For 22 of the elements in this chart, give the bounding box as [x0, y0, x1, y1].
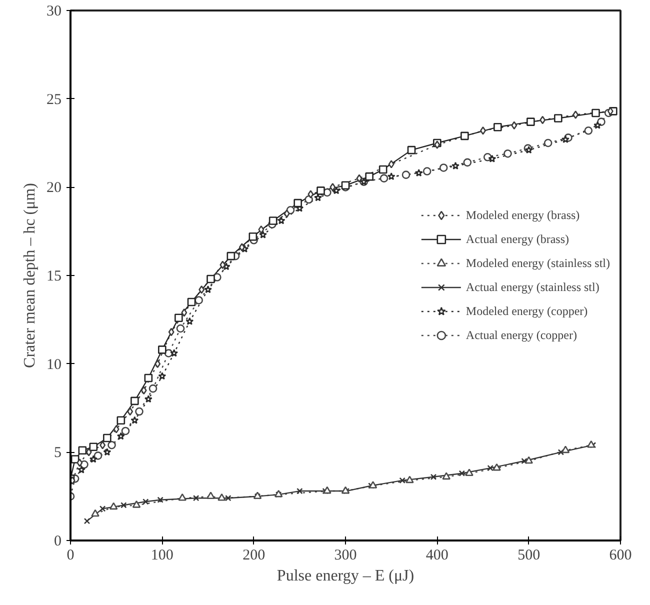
y-axis-title: Crater mean depth – hc (μm)	[22, 183, 38, 368]
x-tick-label: 300	[334, 548, 357, 564]
legend-label: Modeled energy (stainless stl)	[466, 254, 610, 272]
x-tick-label: 100	[150, 548, 174, 564]
legend-label: Actual energy (stainless stl)	[466, 278, 600, 296]
legend-label: Actual energy (copper)	[466, 326, 577, 344]
y-tick-label: 0	[54, 534, 62, 550]
x-tick-label: 0	[66, 548, 74, 564]
x-tick-label: 200	[242, 548, 266, 564]
y-tick-label: 5	[54, 445, 62, 462]
y-tick-label: 10	[46, 356, 62, 373]
y-tick-label: 25	[46, 92, 62, 108]
legend-label: Modeled energy (brass)	[466, 206, 580, 224]
y-tick-label: 15	[46, 268, 62, 284]
y-tick-label: 30	[46, 4, 62, 20]
y-tick-label: 20	[46, 180, 62, 196]
legend-label: Modeled energy (copper)	[466, 302, 588, 320]
x-tick-label: 400	[426, 548, 448, 564]
x-axis-title: Pulse energy – E (μJ)	[276, 568, 414, 584]
x-tick-label: 600	[609, 548, 632, 564]
x-tick-label: 500	[518, 548, 540, 564]
legend-label: Actual energy (brass)	[466, 230, 569, 248]
